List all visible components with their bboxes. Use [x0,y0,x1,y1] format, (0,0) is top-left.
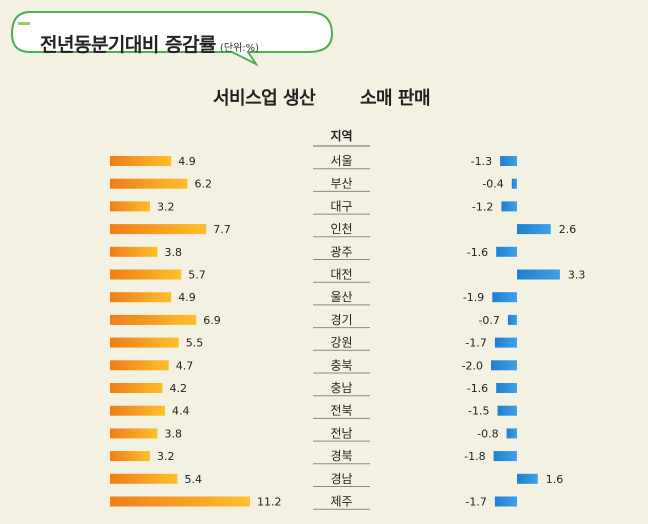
service-value-label: 4.4 [172,405,190,418]
retail-bar [506,428,517,439]
region-label: 제주 [330,495,352,509]
service-value-label: 5.5 [186,337,204,350]
service-value-label: 5.7 [188,269,206,282]
service-bar [110,246,158,257]
service-bar [110,224,207,235]
service-value-label: 4.7 [176,359,194,372]
service-value-label: 3.2 [157,450,175,463]
service-bar [110,292,172,303]
region-label: 경북 [330,449,352,463]
service-bar [110,473,178,484]
service-bar [110,405,165,416]
speech-bubble-shape [10,11,334,67]
retail-value-label: -0.4 [482,178,503,191]
region-label: 전남 [330,426,352,440]
retail-value-label: -2.0 [462,359,483,372]
region-label: 광주 [330,245,352,259]
service-bar [110,314,197,325]
service-bar [110,269,182,280]
retail-bar [496,246,517,257]
retail-bar [493,451,517,462]
service-bar [110,496,250,507]
retail-value-label: -1.7 [465,496,486,509]
service-value-label: 6.9 [203,314,221,327]
chart-title: 전년동분기대비 증감률 [40,34,216,56]
service-value-label: 7.7 [213,223,231,236]
service-value-label: 3.8 [165,246,183,259]
retail-bar [496,383,517,393]
retail-bar [491,360,517,371]
service-bar [110,337,179,348]
service-bar [110,201,150,212]
retail-value-label: -1.3 [471,155,492,168]
service-value-label: 4.9 [178,155,196,168]
accent-mark [18,22,30,25]
region-label: 서울 [330,154,352,168]
region-label: 대전 [330,268,352,282]
region-label: 인천 [330,221,352,236]
service-bar [110,451,150,462]
retail-bar [494,337,517,348]
region-label: 경남 [330,472,352,486]
region-label: 충남 [330,381,352,395]
region-label: 강원 [330,336,352,350]
title-bubble: 전년동분기대비 증감률 (단위:%) [8,8,346,67]
retail-bar [500,156,517,166]
retail-bar [494,496,517,507]
retail-chart-title: 소매 판매 [360,88,431,109]
region-label: 경기 [330,313,352,327]
service-value-label: 11.2 [257,496,282,509]
retail-bar [517,473,538,484]
retail-value-label: -0.8 [477,427,498,440]
service-bar [110,156,172,166]
service-value-label: 4.2 [170,382,188,395]
region-label: 대구 [330,199,352,213]
retail-value-label: -1.2 [472,200,493,213]
retail-bar [492,292,517,303]
service-bar [110,428,158,439]
region-label: 전북 [330,404,352,418]
service-bar [110,383,163,393]
retail-value-label: -1.6 [467,382,488,395]
service-value-label: 3.2 [157,200,175,213]
service-value-label: 3.8 [165,427,183,440]
retail-value-label: 2.6 [559,223,577,236]
service-bar [110,360,169,371]
retail-value-label: -1.6 [467,246,488,259]
region-label: 울산 [330,290,352,304]
retail-bar [497,405,517,416]
service-value-label: 5.4 [185,473,203,486]
retail-bar [517,224,551,235]
service-value-label: 4.9 [178,291,196,304]
retail-value-label: -1.8 [464,450,485,463]
retail-bar [507,314,517,325]
retail-value-label: -1.5 [468,405,489,418]
retail-value-label: -1.9 [463,291,484,304]
retail-bar [501,201,517,212]
service-chart-title: 서비스업 생산 [213,88,316,109]
unit-label: (단위:%) [219,43,259,54]
retail-bar [511,178,517,189]
retail-value-label: -0.7 [478,314,499,327]
retail-bar [517,269,560,280]
service-bar [110,178,188,189]
region-label: 부산 [330,177,352,191]
retail-value-label: -1.7 [465,337,486,350]
retail-value-label: 1.6 [546,473,564,486]
region-column-header: 지역 [330,128,352,143]
retail-value-label: 3.3 [568,269,586,282]
service-value-label: 6.2 [195,178,213,191]
region-label: 충북 [330,358,352,372]
